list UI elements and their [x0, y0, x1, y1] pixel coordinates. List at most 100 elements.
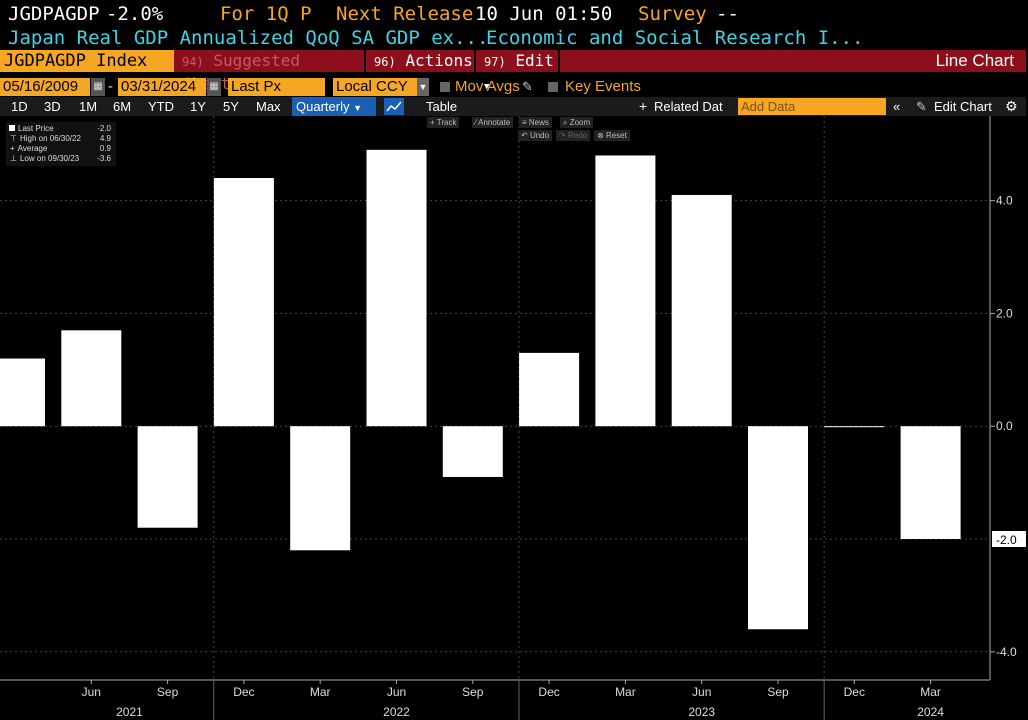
mov-avgs-checkbox[interactable] — [440, 82, 450, 92]
bar-mar-2024 — [900, 426, 961, 539]
survey-value: -- — [716, 3, 739, 25]
chart-legend: Last Price -2.0 ⊤ High on 06/30/22 4.9 + A… — [6, 122, 116, 166]
x-month-label: Dec — [233, 685, 254, 699]
legend-high-label: High on 06/30/22 — [19, 134, 81, 143]
y-tick-label: 4.0 — [996, 194, 1013, 208]
average-marker-icon: + — [10, 144, 15, 153]
suggested-charts-menu[interactable]: 94) Suggested Charts ▼ — [176, 50, 366, 93]
y-tick-label: 2.0 — [996, 306, 1013, 320]
bar-jun-2022 — [366, 149, 427, 427]
pencil-icon[interactable]: ✎ — [916, 99, 927, 114]
x-axis: Jun Sep Dec Mar Jun Sep Dec Mar Jun Sep Dec Mar 2021… — [0, 679, 990, 720]
legend-low-value: -3.6 — [97, 154, 111, 163]
plus-icon[interactable]: + — [639, 98, 648, 114]
legend-average-label: Average — [17, 144, 48, 153]
x-year-label: 2023 — [688, 705, 715, 719]
ticker-symbol[interactable]: JGDPAGDP — [8, 3, 100, 25]
edit-label: Edit — [515, 51, 554, 70]
bar-mar-2023 — [595, 155, 656, 427]
y-axis: 4.0 2.0 0.0 -4.0 -2.0 — [989, 116, 1026, 680]
range-1y-button[interactable]: 1Y — [190, 99, 206, 114]
x-month-label: Dec — [844, 685, 865, 699]
chart-type-title: Line Chart — [935, 51, 1014, 70]
last-value-label: -2.0 — [996, 533, 1017, 547]
y-tick-label: 0.0 — [996, 419, 1013, 433]
header-row: JGDPAGDP -2.0% For 1Q P Next Release 10 … — [8, 2, 1024, 26]
legend-average: + Average 0.9 — [9, 144, 113, 154]
last-value: -2.0% — [106, 3, 164, 25]
x-month-label: Sep — [767, 685, 789, 699]
bar-dec-2023 — [824, 426, 885, 428]
collapse-icon[interactable]: « — [893, 99, 901, 114]
track-tool[interactable]: + Track — [427, 117, 460, 128]
last-value-marker — [992, 531, 1026, 547]
field-select[interactable]: Last Px — [228, 78, 325, 96]
bar-jun-2023 — [671, 194, 732, 427]
x-month-label: Jun — [82, 685, 101, 699]
suggested-charts-number: 94) — [182, 55, 204, 69]
reset-button[interactable]: ⊗ Reset — [594, 130, 630, 141]
range-3d-button[interactable]: 3D — [44, 99, 61, 114]
legend-average-value: 0.9 — [99, 144, 111, 153]
key-events-checkbox[interactable] — [548, 82, 558, 92]
range-1d-button[interactable]: 1D — [11, 99, 28, 114]
line-chart-icon[interactable] — [384, 98, 404, 115]
x-month-label: Dec — [538, 685, 559, 699]
actions-label: Actions — [405, 51, 473, 70]
bar-mar-2021 — [0, 358, 45, 427]
related-data-button[interactable]: Related Dat — [654, 99, 723, 114]
data-source: Economic and Social Research I... — [486, 27, 864, 49]
edit-menu[interactable]: 97) Edit ▼ — [478, 50, 560, 92]
start-date-input[interactable]: 05/16/2009 — [0, 78, 90, 96]
range-ytd-button[interactable]: YTD — [148, 99, 174, 114]
currency-select[interactable]: Local CCY — [333, 78, 417, 96]
bar-sep-2023 — [748, 426, 808, 630]
legend-last-price-label: Last Price — [18, 124, 54, 133]
add-data-input[interactable]: Add Data — [738, 98, 886, 115]
annotate-tool[interactable]: ⁄ Annotate — [472, 117, 514, 128]
y-tick-label: -4.0 — [996, 645, 1017, 659]
legend-last-price-value: -2.0 — [97, 124, 111, 133]
x-month-label: Mar — [615, 685, 636, 699]
security-field[interactable]: JGDPAGDP Index — [0, 50, 174, 72]
table-button[interactable]: Table — [426, 99, 458, 114]
actions-number: 96) — [374, 55, 396, 69]
legend-high: ⊤ High on 06/30/22 4.9 — [9, 134, 113, 144]
frequency-label: Quarterly — [296, 99, 350, 114]
date-range-separator: - — [108, 78, 113, 95]
chevron-down-icon[interactable]: ▼ — [417, 78, 429, 96]
function-bar: JGDPAGDP Index 94) Suggested Charts ▼ 96… — [0, 50, 1026, 93]
gear-icon[interactable]: ⚙ — [1005, 98, 1018, 114]
range-1m-button[interactable]: 1M — [79, 99, 98, 114]
end-date-input[interactable]: 03/31/2024 — [118, 78, 206, 96]
calendar-icon[interactable]: ▦ — [91, 78, 105, 96]
key-events-label[interactable]: Key Events — [565, 78, 641, 95]
next-release-label: Next Release — [336, 3, 474, 25]
pencil-icon[interactable]: ✎ — [522, 79, 533, 94]
legend-last-price: Last Price -2.0 — [9, 124, 113, 134]
bar-sep-2021 — [137, 426, 198, 528]
zoom-tool[interactable]: ⌕ Zoom — [560, 117, 594, 128]
x-month-label: Jun — [387, 685, 406, 699]
chart-grid — [0, 116, 990, 680]
news-tool[interactable]: ≡ News — [519, 117, 552, 128]
x-month-label: Sep — [157, 685, 179, 699]
bar-chart[interactable]: 4.0 2.0 0.0 -4.0 -2.0 Jun Sep Dec Mar Jun Sep Dec M… — [0, 116, 1028, 720]
undo-button[interactable]: ↶ Undo — [518, 130, 553, 141]
mov-avgs-label[interactable]: Mov Avgs — [455, 78, 520, 95]
bar-sep-2022 — [442, 426, 503, 477]
square-icon — [9, 125, 15, 131]
bar-jun-2021 — [61, 330, 122, 427]
x-year-label: 2024 — [917, 705, 944, 719]
actions-menu[interactable]: 96) Actions ▼ — [368, 50, 476, 92]
range-max-button[interactable]: Max — [256, 99, 281, 114]
low-marker-icon: ⊥ — [10, 154, 17, 163]
high-marker-icon: ⊤ — [10, 134, 17, 143]
redo-button[interactable]: ↷ Redo — [556, 130, 591, 141]
range-5y-button[interactable]: 5Y — [223, 99, 239, 114]
edit-chart-button[interactable]: Edit Chart — [934, 99, 992, 114]
range-6m-button[interactable]: 6M — [113, 99, 132, 114]
frequency-select[interactable]: Quarterly ▼ — [292, 97, 376, 116]
description-row: Japan Real GDP Annualized QoQ SA GDP ex.… — [8, 26, 1024, 50]
calendar-icon[interactable]: ▦ — [207, 78, 221, 96]
